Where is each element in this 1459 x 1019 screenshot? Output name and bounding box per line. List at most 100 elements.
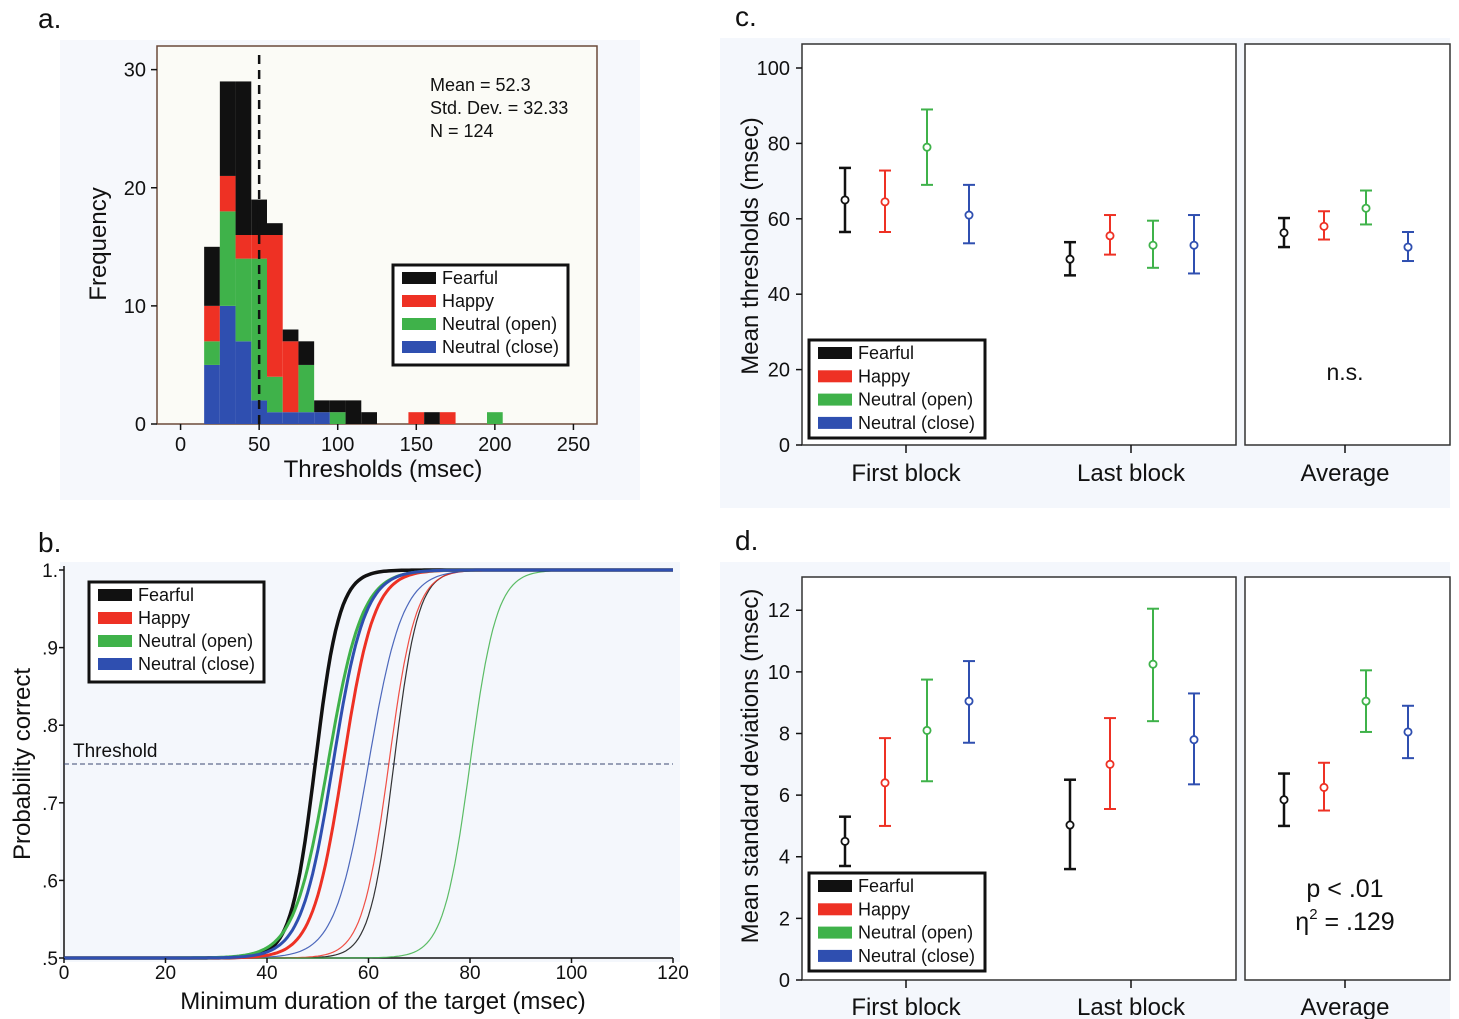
panel-letter: b. (38, 527, 61, 558)
histogram-bar (204, 364, 220, 424)
mean-point (1279, 228, 1289, 238)
histogram-bar (251, 199, 267, 235)
effect-size-value: = .129 (1318, 908, 1395, 936)
y-tick-label: 100 (757, 58, 790, 80)
y-tick-label: 40 (768, 284, 790, 306)
legend-swatch (98, 589, 132, 601)
histogram-bar (361, 412, 377, 424)
histogram-bar (282, 412, 299, 424)
histogram-bar (235, 81, 252, 235)
y-tick-label: 80 (768, 133, 790, 155)
x-tick-label: 0 (59, 963, 70, 984)
panel-letter: c. (735, 1, 757, 32)
mean-point (922, 142, 932, 152)
histogram-bar (298, 412, 315, 424)
histogram-bar (251, 235, 267, 259)
effect-size-symbol: η (1295, 908, 1309, 936)
legend-swatch (818, 880, 852, 892)
x-tick-label: 20 (155, 963, 176, 984)
x-tick-label: 200 (478, 434, 511, 456)
x-tick-label: 0 (175, 434, 186, 456)
legend-label: Neutral (close) (858, 946, 975, 966)
y-axis-label: Mean standard deviations (msec) (737, 589, 764, 944)
group-label: Average (1301, 994, 1390, 1019)
mean-point (1065, 820, 1075, 830)
legend-label: Neutral (open) (858, 923, 973, 943)
mean-point (1105, 231, 1115, 241)
mean-point (1148, 659, 1158, 669)
legend-swatch (818, 416, 852, 429)
panel-b-psychometric-curves: b. Threshold 0 20 40 60 80 100 120 .5 .6 .7 .8 .9 1. Mi… (9, 527, 689, 1015)
legend-label: Neutral (close) (138, 654, 255, 674)
histogram-bar (219, 211, 236, 306)
y-tick-label: 6 (779, 785, 790, 807)
legend-label: Happy (858, 366, 910, 386)
mean-point (1105, 759, 1115, 769)
legend-label: Neutral (open) (442, 314, 557, 334)
y-tick-label: 4 (779, 847, 790, 869)
histogram-bar (439, 412, 456, 424)
legend-swatch (818, 949, 852, 962)
histogram-bar (204, 246, 220, 306)
x-tick-label: 120 (657, 963, 689, 984)
mean-point (1279, 795, 1289, 805)
histogram-bar (298, 364, 315, 413)
mean-point (922, 725, 932, 735)
legend-swatch (402, 341, 436, 353)
x-tick-label: 250 (557, 434, 590, 456)
histogram-bar (235, 235, 252, 259)
histogram-bar (408, 412, 425, 424)
histogram-bar (267, 235, 283, 377)
y-axis-label: Mean thresholds (msec) (737, 117, 764, 374)
legend-swatch (98, 658, 132, 670)
legend-swatch (818, 903, 852, 916)
mean-point (880, 197, 890, 207)
histogram-bar (235, 258, 252, 342)
mean-point (1403, 242, 1413, 252)
mean-point (840, 195, 850, 205)
y-tick-label: 0 (779, 435, 790, 457)
group-label: First block (851, 460, 961, 487)
histogram-bar (298, 341, 315, 365)
mean-point (1065, 254, 1075, 264)
histogram-bar (267, 412, 283, 424)
mean-point (1361, 203, 1371, 213)
x-tick-label: 150 (400, 434, 433, 456)
x-tick-label: 50 (248, 434, 270, 456)
histogram-bar (487, 412, 503, 424)
legend-label: Happy (442, 291, 494, 311)
histogram-bar (235, 341, 252, 424)
legend-swatch (818, 347, 852, 359)
y-tick-label: .5 (42, 949, 58, 970)
y-tick-label: 10 (124, 296, 146, 318)
histogram-bar (345, 400, 362, 424)
group-label: Last block (1077, 460, 1186, 487)
histogram-bar (314, 412, 330, 424)
x-tick-label: 100 (321, 434, 354, 456)
panel-c-mean-thresholds: c. First block Last block Average 0 20 40 60 80 1… (720, 1, 1451, 508)
panel-letter: a. (38, 3, 61, 34)
plot-frame-right (1244, 43, 1451, 446)
y-axis-label: Probability correct (9, 668, 36, 860)
histogram-bar (282, 341, 299, 413)
legend-swatch (98, 612, 132, 624)
legend-swatch (402, 318, 436, 330)
legend-swatch (402, 272, 436, 284)
y-tick-label: .9 (42, 639, 58, 660)
legend-label: Neutral (open) (858, 390, 973, 410)
x-tick-label: 40 (256, 963, 277, 984)
legend-label: Neutral (close) (858, 413, 975, 433)
y-tick-label: 30 (124, 60, 146, 82)
histogram-bar (251, 400, 267, 424)
x-tick-label: 100 (556, 963, 588, 984)
mean-point (1319, 782, 1329, 792)
legend-label: Happy (858, 899, 910, 919)
p-value-note: p < .01 (1306, 875, 1383, 903)
y-tick-label: 20 (768, 360, 790, 382)
group-label: First block (851, 994, 961, 1019)
histogram-bar (219, 305, 236, 424)
plot-frame-right (1244, 576, 1451, 981)
legend-label: Fearful (442, 268, 498, 288)
significance-note: n.s. (1326, 359, 1363, 385)
